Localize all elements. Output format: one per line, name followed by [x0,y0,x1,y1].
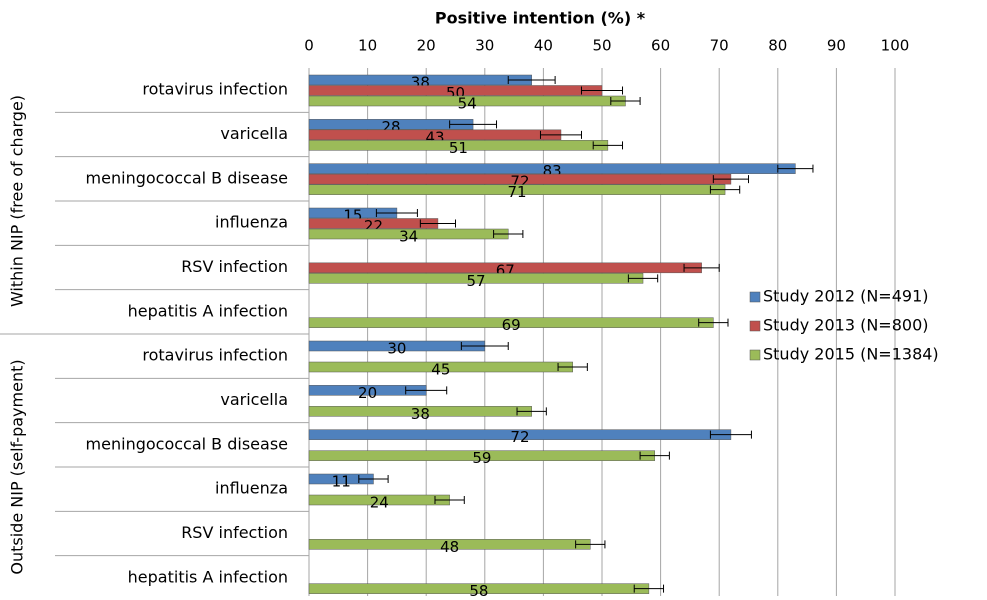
error-bar [683,263,720,272]
y-tick-label: rotavirus infection [142,80,288,99]
value-label: 11 [332,473,351,491]
y-tick-label: hepatitis A infection [128,301,288,320]
error-bar [709,185,741,194]
value-label: 54 [458,95,477,113]
group-label: Within NIP (free of charge) [8,95,27,307]
value-label: 71 [507,183,526,201]
error-bar [419,219,456,228]
error-bar [639,451,670,460]
legend-label: Study 2012 (N=491) [763,287,928,306]
x-tick-label: 80 [768,37,787,55]
value-label: 51 [449,139,468,157]
error-bar [460,342,509,350]
y-tick-label: influenza [215,479,288,498]
y-tick-label: varicella [220,390,288,409]
y-tick-label: rotavirus infection [142,346,288,365]
value-label: 72 [510,428,529,446]
y-tick-label: influenza [215,213,288,232]
error-bar [375,209,418,217]
error-bar [777,164,814,173]
value-label: 57 [466,272,485,290]
group-label: Outside NIP (self-payment) [8,359,27,574]
value-label: 38 [411,405,430,423]
error-bar [709,430,752,439]
error-bar [610,97,641,105]
y-tick-label: meningococcal B disease [86,434,288,453]
error-bar [405,386,448,395]
x-tick-label: 10 [358,37,377,55]
error-bar [712,175,749,184]
error-bar [633,584,665,593]
error-bar [557,363,588,371]
x-tick-label: 30 [475,37,494,55]
error-bar [507,76,556,84]
x-tick-label: 40 [534,37,553,55]
value-label: 20 [358,384,377,402]
y-tick-label: RSV infection [181,257,288,276]
error-bar [539,130,582,139]
y-tick-label: meningococcal B disease [86,168,288,187]
error-bar [516,407,547,416]
error-bar [434,496,465,504]
value-label: 59 [472,449,491,467]
legend-swatch [749,320,761,332]
error-bar [580,86,624,95]
error-bar [592,141,624,150]
y-tick-label: RSV infection [181,523,288,542]
x-tick-label: 90 [827,37,846,55]
x-tick-label: 50 [592,37,611,55]
x-tick-label: 70 [710,37,729,55]
value-label: 58 [469,582,488,596]
value-label: 45 [431,361,450,379]
x-tick-label: 20 [417,37,436,55]
error-bar [449,120,498,129]
value-label: 30 [387,340,406,358]
x-tick-label: 60 [651,37,670,55]
y-tick-label: varicella [220,124,288,143]
error-bar [493,230,524,238]
legend-swatch [749,291,761,303]
value-label: 24 [370,494,389,512]
legend-swatch [749,349,761,361]
x-tick-label: 0 [304,37,314,55]
x-tick-label: 100 [881,37,910,55]
y-tick-label: hepatitis A infection [128,567,288,586]
legend-label: Study 2015 (N=1384) [763,345,939,364]
error-bar [698,318,729,327]
error-bar [358,475,389,483]
legend-label: Study 2013 (N=800) [763,316,928,335]
value-label: 48 [440,538,459,556]
value-label: 69 [502,316,521,334]
error-bar [627,274,659,283]
axis-title: Positive intention (%) * [435,9,646,28]
value-label: 34 [399,228,418,246]
error-bar [575,540,606,549]
